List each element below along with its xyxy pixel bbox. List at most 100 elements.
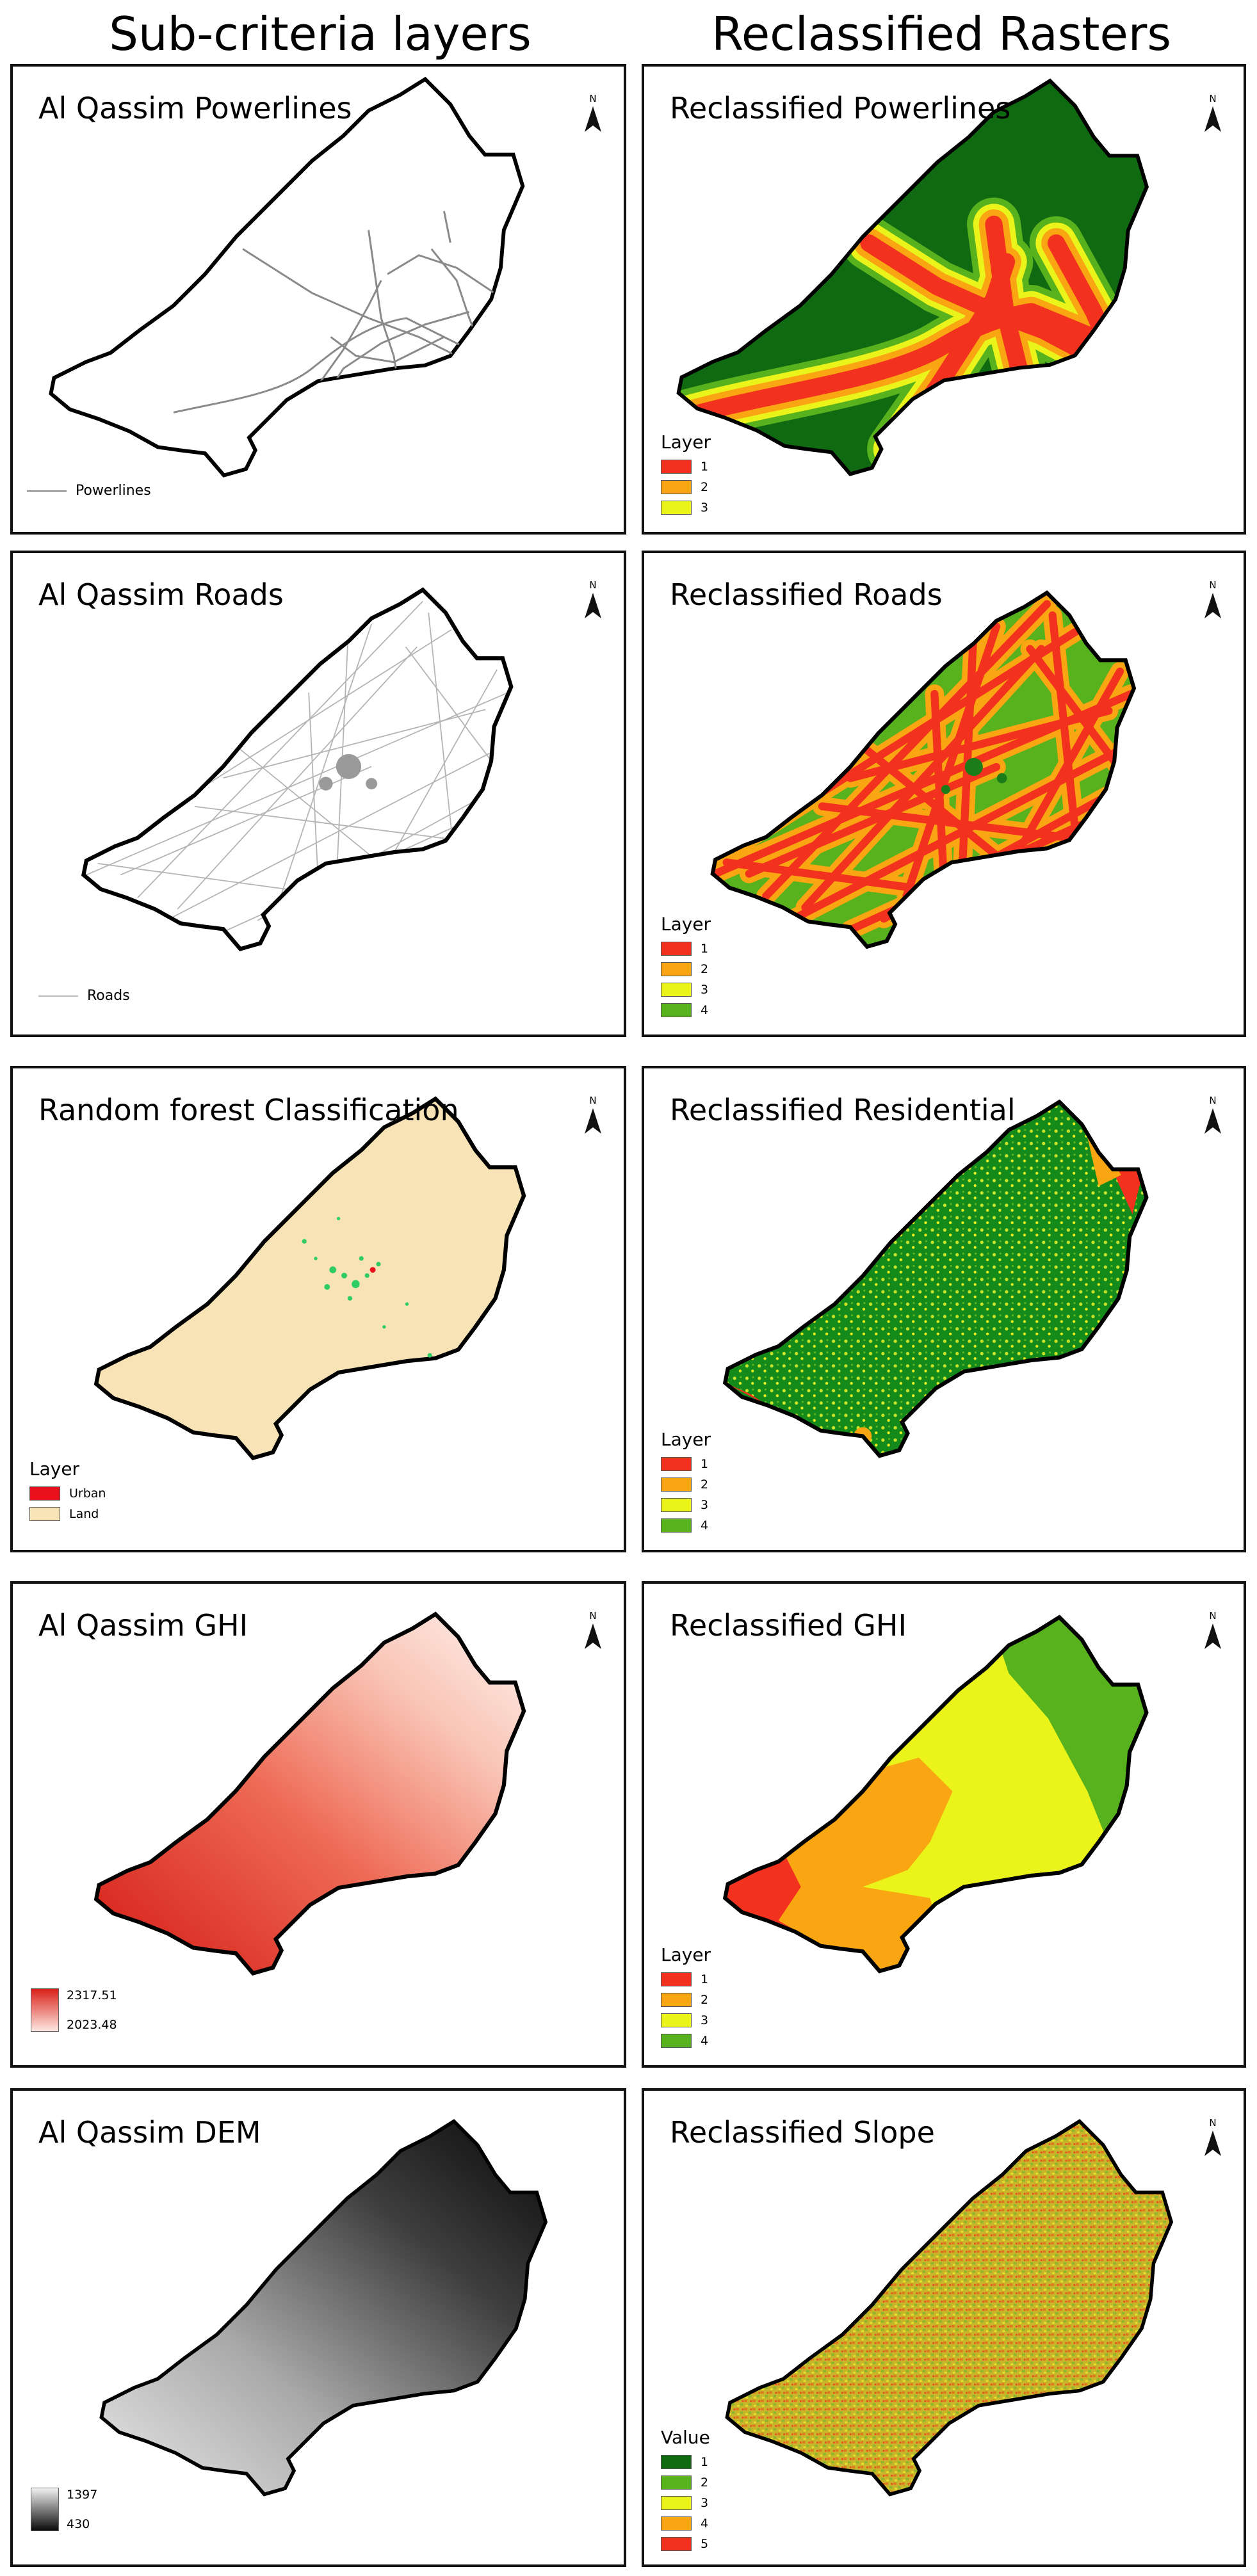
legend-item: 3	[661, 979, 711, 1000]
panel-title: Reclassified GHI	[670, 1608, 907, 1643]
panel-reclassified-roads: Reclassified Roads N	[642, 551, 1246, 1037]
legend-title: Layer	[661, 1429, 711, 1450]
north-arrow-icon: N	[580, 1095, 606, 1147]
panel-title: Al Qassim DEM	[38, 2115, 261, 2150]
legend-label: 5	[701, 2537, 709, 2551]
legend-item: 2	[661, 1474, 711, 1495]
legend-label: 2	[701, 962, 709, 976]
legend-label: 3	[701, 1498, 709, 1512]
legend-title: Layer	[661, 914, 711, 935]
panel-roads: Al Qassim Roads N Roads	[10, 551, 626, 1037]
panel-reclassified-residential: Reclassified Residential N Layer 1 2 3 4	[642, 1066, 1246, 1552]
layer-legend: Layer Urban Land	[29, 1458, 106, 1524]
legend-title: Layer	[661, 1944, 711, 1965]
layer-legend: Layer 1 2 3 4	[661, 914, 711, 1020]
legend-item: 3	[661, 2010, 711, 2031]
road-symbol	[38, 995, 78, 997]
dem-map	[13, 2091, 624, 2564]
legend-low-value: 2023.48	[67, 2018, 117, 2032]
north-arrow-icon: N	[580, 580, 606, 631]
legend-high-value: 1397	[67, 2488, 98, 2502]
panel-title: Reclassified Powerlines	[670, 91, 1011, 125]
north-arrow-icon: N	[1200, 2118, 1226, 2169]
legend-item: 4	[661, 2513, 710, 2534]
ghi-color-ramp	[31, 1988, 59, 2032]
powerlines-legend: Powerlines	[27, 483, 151, 499]
ghi-legend: 2317.51 2023.48	[31, 1988, 117, 2032]
north-arrow-icon: N	[1200, 1611, 1226, 1662]
north-label: N	[1209, 1610, 1217, 1622]
legend-label: 2	[701, 2475, 709, 2490]
legend-item: Land	[29, 1504, 106, 1524]
panel-dem: Al Qassim DEM 1397 430	[10, 2088, 626, 2567]
legend-label: 1	[701, 460, 709, 474]
legend-title: Layer	[661, 431, 711, 453]
north-label: N	[589, 1610, 597, 1622]
legend-label: 1	[701, 1457, 709, 1471]
legend-label: 4	[701, 1518, 709, 1533]
north-label: N	[1209, 2117, 1217, 2129]
layer-legend: Layer 1 2 3	[661, 431, 711, 518]
panel-title: Al Qassim GHI	[38, 1608, 248, 1643]
panel-title: Reclassified Slope	[670, 2115, 935, 2150]
north-label: N	[1209, 579, 1217, 591]
legend-item: 2	[661, 1990, 711, 2010]
legend-label: Land	[69, 1507, 99, 1521]
legend-item: 2	[661, 2472, 710, 2493]
powerlines-map	[13, 67, 624, 532]
panel-title: Al Qassim Powerlines	[38, 91, 352, 125]
layer-legend: Layer 1 2 3 4	[661, 1944, 711, 2051]
legend-item: Urban	[29, 1483, 106, 1504]
dem-color-ramp	[31, 2488, 59, 2531]
panel-title: Al Qassim Roads	[38, 577, 284, 612]
legend-item: 1	[661, 1969, 711, 1990]
legend-item: 1	[661, 938, 711, 959]
legend-item: 3	[661, 497, 711, 518]
legend-label: Powerlines	[76, 483, 151, 499]
legend-label: 3	[701, 983, 709, 997]
legend-low-value: 430	[67, 2517, 90, 2531]
legend-label: 4	[701, 2516, 709, 2531]
legend-item: 4	[661, 2031, 711, 2051]
legend-label: 3	[701, 2013, 709, 2027]
layer-legend: Layer 1 2 3 4	[661, 1429, 711, 1536]
legend-label: 1	[701, 942, 709, 956]
reclassified-roads-map	[644, 553, 1244, 1034]
panel-ghi: Al Qassim GHI N 2317.51 2023.48	[10, 1581, 626, 2068]
north-label: N	[589, 1095, 597, 1106]
legend-item: 5	[661, 2534, 710, 2554]
north-arrow-icon: N	[1200, 580, 1226, 631]
powerline-symbol	[27, 490, 67, 492]
legend-high-value: 2317.51	[67, 1988, 117, 2002]
legend-label: 2	[701, 1477, 709, 1492]
legend-item: 1	[661, 456, 711, 477]
legend-title: Layer	[29, 1458, 80, 1479]
north-label: N	[1209, 93, 1217, 104]
north-arrow-icon: N	[580, 93, 606, 145]
legend-label: 2	[701, 480, 709, 494]
random-forest-map	[13, 1068, 624, 1550]
legend-label: 1	[701, 2455, 709, 2469]
reclassified-powerlines-map	[644, 67, 1244, 532]
legend-item: 1	[661, 1454, 711, 1474]
panel-title: Random forest Classification	[38, 1093, 459, 1127]
dem-legend: 1397 430	[31, 2488, 97, 2531]
roads-map	[13, 553, 624, 1034]
north-label: N	[589, 93, 597, 104]
panel-title: Reclassified Roads	[670, 577, 943, 612]
legend-label: 4	[701, 1003, 709, 1017]
legend-label: 2	[701, 1993, 709, 2007]
legend-label: 3	[701, 501, 709, 515]
panel-title: Reclassified Residential	[670, 1093, 1016, 1127]
panel-reclassified-ghi: Reclassified GHI N Layer 1 2 3 4	[642, 1581, 1246, 2068]
right-column-header: Reclassified Rasters	[711, 7, 1171, 61]
legend-title: Value	[661, 2427, 710, 2448]
urban-road-cluster	[319, 753, 378, 791]
panel-reclassified-powerlines: Reclassified Powerlines N	[642, 64, 1246, 535]
reclassified-slope-map	[644, 2091, 1244, 2564]
legend-item: 2	[661, 959, 711, 979]
legend-label: 1	[701, 1972, 709, 1986]
legend-label: Urban	[69, 1486, 106, 1501]
panel-powerlines: Al Qassim Powerlines N Powerlines	[10, 64, 626, 535]
legend-item: 2	[661, 477, 711, 497]
